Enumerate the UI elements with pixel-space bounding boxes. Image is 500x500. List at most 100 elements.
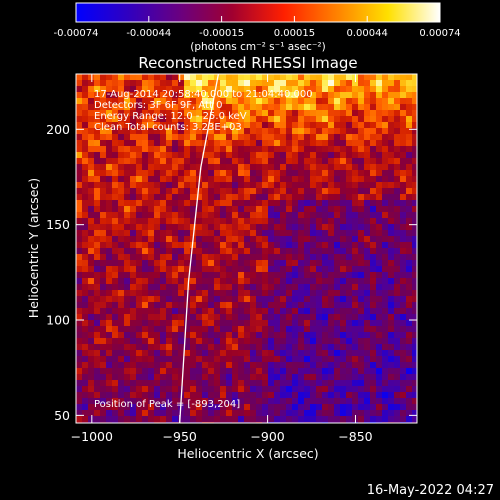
- heatmap-cell: [298, 254, 305, 261]
- heatmap-cell: [94, 212, 101, 219]
- heatmap-cell: [88, 260, 95, 267]
- heatmap-cell: [190, 326, 197, 333]
- heatmap-cell: [316, 182, 323, 189]
- heatmap-cell: [316, 296, 323, 303]
- heatmap-cell: [94, 74, 101, 81]
- heatmap-cell: [364, 134, 371, 141]
- heatmap-cell: [142, 386, 149, 393]
- heatmap-cell: [226, 104, 233, 111]
- heatmap-cell: [268, 410, 275, 417]
- heatmap-cell: [310, 266, 317, 273]
- heatmap-cell: [166, 248, 173, 255]
- heatmap-cell: [364, 80, 371, 87]
- heatmap-cell: [124, 308, 131, 315]
- heatmap-cell: [382, 374, 389, 381]
- heatmap-cell: [226, 296, 233, 303]
- heatmap-cell: [280, 374, 287, 381]
- heatmap-cell: [118, 200, 125, 207]
- heatmap-cell: [400, 158, 407, 165]
- heatmap-cell: [184, 182, 191, 189]
- heatmap-cell: [172, 392, 179, 399]
- heatmap-cell: [256, 200, 263, 207]
- heatmap-cell: [412, 332, 417, 339]
- heatmap-cell: [220, 356, 227, 363]
- heatmap-cell: [190, 164, 197, 171]
- heatmap-cell: [346, 386, 353, 393]
- heatmap-cell: [364, 158, 371, 165]
- heatmap-cell: [370, 332, 377, 339]
- heatmap-cell: [256, 194, 263, 201]
- heatmap-cell: [250, 194, 257, 201]
- heatmap-cell: [244, 374, 251, 381]
- heatmap-cell: [76, 302, 83, 309]
- heatmap-cell: [184, 362, 191, 369]
- heatmap-cell: [184, 206, 191, 213]
- heatmap-cell: [154, 140, 161, 147]
- heatmap-cell: [250, 98, 257, 105]
- heatmap-cell: [142, 404, 149, 411]
- heatmap-cell: [358, 368, 365, 375]
- heatmap-cell: [406, 386, 413, 393]
- heatmap-cell: [376, 416, 383, 423]
- heatmap-cell: [202, 338, 209, 345]
- heatmap-cell: [232, 236, 239, 243]
- heatmap-cell: [340, 182, 347, 189]
- heatmap-cell: [412, 92, 417, 99]
- heatmap-cell: [142, 224, 149, 231]
- heatmap-cell: [316, 320, 323, 327]
- heatmap-cell: [406, 290, 413, 297]
- heatmap-cell: [262, 116, 269, 123]
- heatmap-cell: [88, 254, 95, 261]
- heatmap-cell: [346, 338, 353, 345]
- heatmap-cell: [406, 164, 413, 171]
- heatmap-cell: [76, 398, 83, 405]
- heatmap-cell: [298, 98, 305, 105]
- heatmap-cell: [124, 158, 131, 165]
- heatmap-cell: [166, 350, 173, 357]
- heatmap-cell: [166, 260, 173, 267]
- heatmap-cell: [286, 218, 293, 225]
- heatmap-cell: [406, 374, 413, 381]
- heatmap-cell: [280, 362, 287, 369]
- heatmap-cell: [304, 296, 311, 303]
- heatmap-cell: [184, 164, 191, 171]
- heatmap-cell: [160, 170, 167, 177]
- heatmap-cell: [364, 410, 371, 417]
- heatmap-cell: [196, 338, 203, 345]
- heatmap-cell: [154, 74, 161, 81]
- heatmap-cell: [298, 116, 305, 123]
- heatmap-cell: [298, 164, 305, 171]
- heatmap-cell: [208, 344, 215, 351]
- heatmap-cell: [262, 302, 269, 309]
- heatmap-cell: [226, 260, 233, 267]
- heatmap-cell: [106, 140, 113, 147]
- heatmap-cell: [166, 86, 173, 93]
- heatmap-cell: [370, 188, 377, 195]
- heatmap-cell: [172, 320, 179, 327]
- heatmap-cell: [328, 218, 335, 225]
- heatmap-cell: [88, 236, 95, 243]
- heatmap-cell: [238, 74, 245, 81]
- heatmap-cell: [370, 92, 377, 99]
- heatmap-cell: [382, 224, 389, 231]
- heatmap-cell: [328, 254, 335, 261]
- heatmap-cell: [286, 416, 293, 423]
- heatmap-cell: [202, 110, 209, 117]
- heatmap-cell: [76, 332, 83, 339]
- heatmap-cell: [394, 158, 401, 165]
- heatmap-cell: [100, 332, 107, 339]
- heatmap-cell: [154, 314, 161, 321]
- heatmap-cell: [256, 296, 263, 303]
- heatmap-cell: [82, 404, 89, 411]
- heatmap-cell: [238, 374, 245, 381]
- heatmap-cell: [202, 122, 209, 129]
- heatmap-cell: [184, 92, 191, 99]
- heatmap-cell: [358, 254, 365, 261]
- heatmap-cell: [172, 314, 179, 321]
- heatmap-cell: [184, 386, 191, 393]
- heatmap-cell: [118, 122, 125, 129]
- heatmap-cell: [220, 308, 227, 315]
- heatmap-cell: [178, 326, 185, 333]
- heatmap-cell: [166, 242, 173, 249]
- heatmap-cell: [220, 164, 227, 171]
